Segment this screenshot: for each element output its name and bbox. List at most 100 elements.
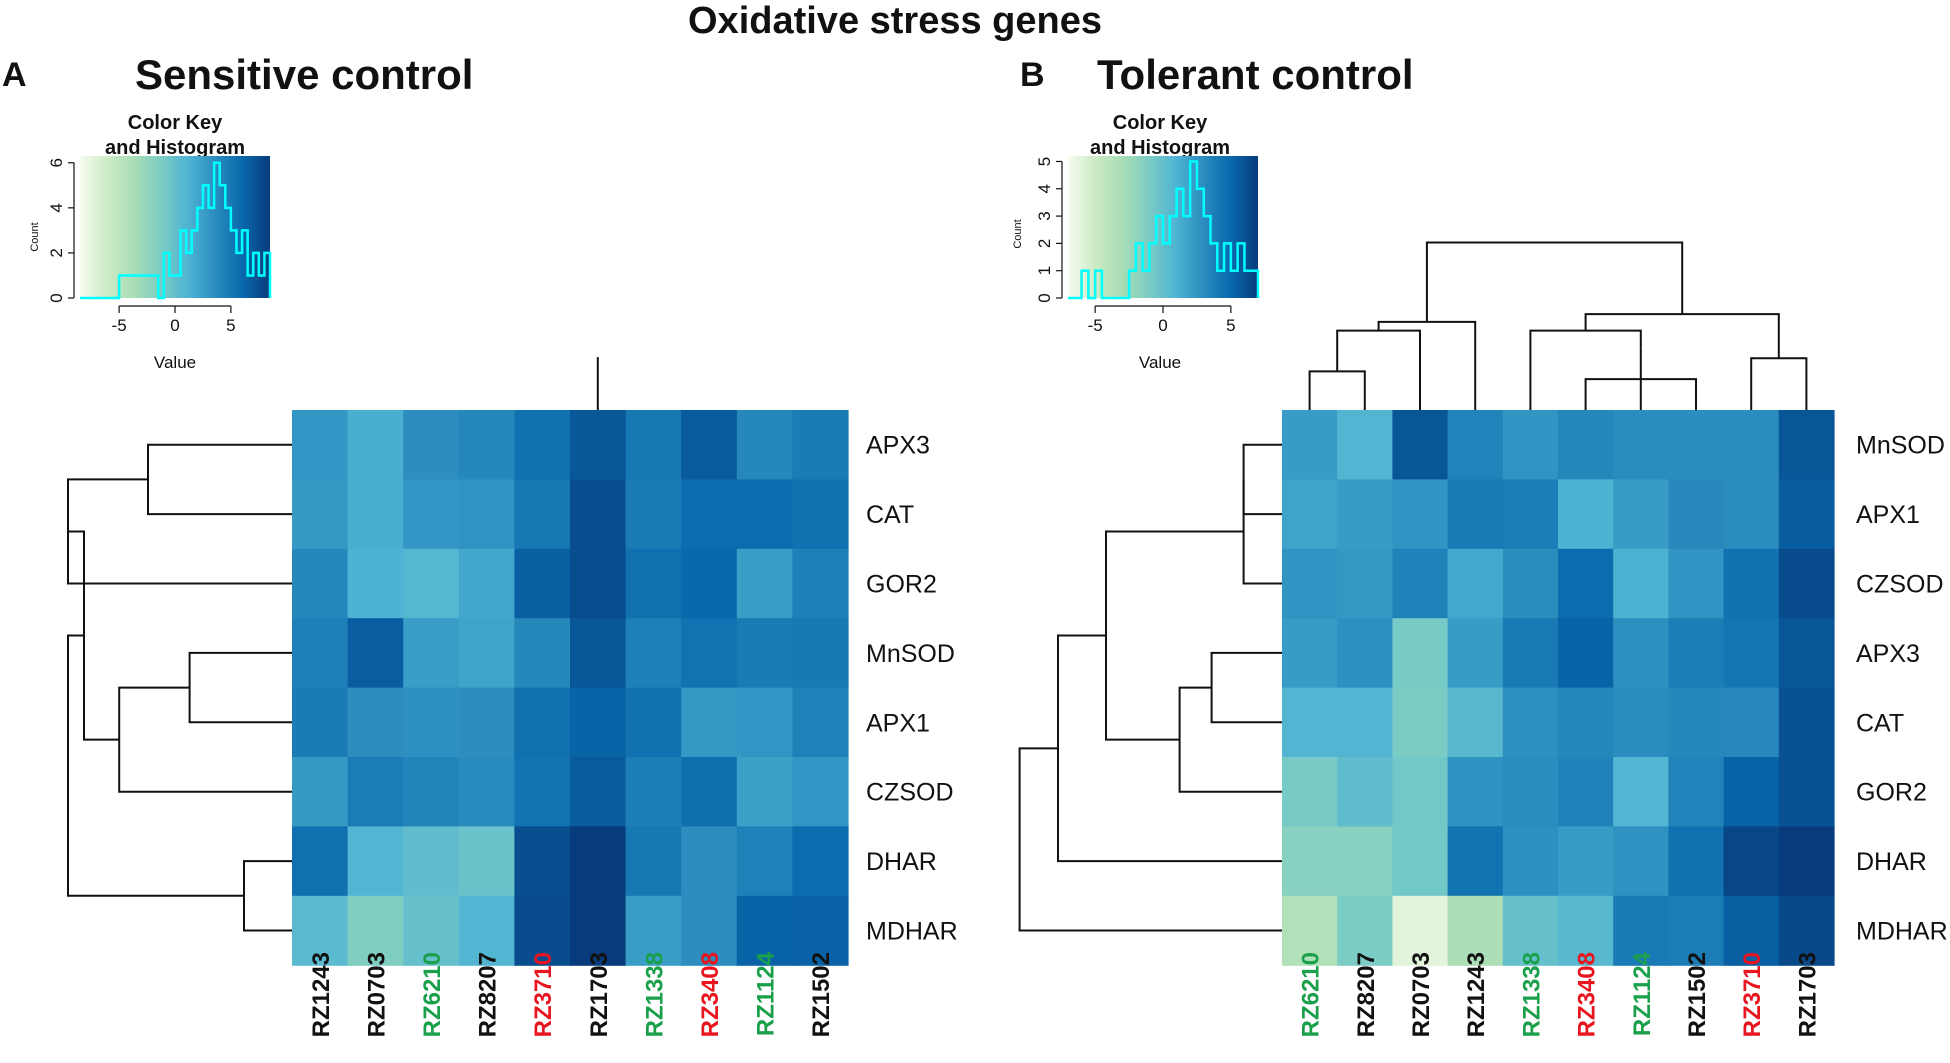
row-label: MnSOD — [866, 640, 955, 668]
column-dendrogram-branch — [1377, 320, 1477, 410]
heatmap-cell — [625, 687, 682, 758]
column-labels-a: RZ1243 RZ0703 RZ6210 RZ8207 RZ3710 RZ1703 RZ13… — [308, 951, 835, 1037]
color-key-x-tick-label: -5 — [112, 316, 127, 335]
heatmap-cell — [1668, 687, 1725, 758]
color-key-x-tick-label: 5 — [1226, 316, 1235, 335]
heatmap-cell — [1282, 618, 1338, 689]
heatmap-cell — [736, 895, 793, 966]
row-label: CZSOD — [866, 779, 954, 807]
heatmap-cell — [736, 757, 793, 827]
heatmap-cell — [625, 410, 682, 480]
heatmap-cell — [625, 895, 682, 966]
row-label: MDHAR — [1856, 918, 1948, 946]
heatmap-cell — [570, 410, 627, 480]
row-dendrogram-branch — [67, 478, 292, 585]
heatmap-cell — [1558, 826, 1614, 897]
column-label: RZ3710 — [530, 952, 557, 1037]
row-label: MDHAR — [866, 918, 958, 946]
heatmap-cell — [1392, 410, 1449, 480]
heatmap-cell — [736, 687, 793, 758]
heatmap-cell — [570, 618, 627, 689]
column-label: RZ8207 — [1353, 952, 1380, 1037]
heatmap-cell — [1282, 826, 1338, 897]
column-label: RZ1338 — [641, 952, 668, 1037]
column-dendrogram-branch — [1584, 313, 1780, 359]
heatmap-cell — [1447, 757, 1504, 827]
panel-b-letter: B — [1020, 56, 1045, 94]
heatmap-cell — [514, 757, 571, 827]
heatmap-cell — [625, 757, 682, 827]
color-key-x-tick-label: -5 — [1088, 316, 1103, 335]
heatmap-cell — [792, 618, 849, 689]
heatmap-cell — [514, 618, 571, 689]
color-key-x-tick-label: 0 — [170, 316, 179, 335]
heatmap-cell — [1558, 687, 1614, 758]
heatmap-cell — [1392, 757, 1449, 827]
heatmap-cell — [1337, 757, 1393, 827]
row-dendrogram-branch — [1242, 479, 1282, 585]
heatmap-cell — [292, 757, 349, 827]
heatmap-cell — [570, 548, 627, 619]
row-label: CAT — [1856, 709, 1904, 737]
heatmap-cell — [1502, 410, 1559, 480]
column-dendrogram-branch — [1750, 357, 1808, 410]
color-key-y-tick-label: 4 — [1035, 184, 1054, 193]
heatmap-cell — [1502, 757, 1559, 827]
heatmap-cell — [292, 895, 349, 966]
heatmap-cell — [1778, 548, 1835, 619]
heatmap-cell — [792, 757, 849, 827]
column-label: RZ1502 — [808, 952, 835, 1037]
heatmap-cell — [1337, 687, 1393, 758]
column-label: RZ1124 — [753, 951, 780, 1036]
heatmap-cell — [1282, 548, 1338, 619]
heatmap-cell — [1613, 895, 1669, 966]
heatmap-cell — [681, 687, 738, 758]
column-dendrogram-branch — [1308, 370, 1366, 410]
heatmap-cell — [1282, 757, 1338, 827]
column-label: RZ1243 — [1463, 952, 1490, 1037]
heatmap-cell — [1558, 410, 1614, 480]
heatmap-cell — [1447, 687, 1504, 758]
heatmap-cell — [1447, 410, 1504, 480]
heatmap-cell — [403, 895, 460, 966]
heatmap-cell — [514, 410, 571, 480]
color-key-subtitle-a: and Histogram — [105, 137, 245, 159]
heatmap-cell — [1337, 618, 1393, 689]
row-dendrogram-branch — [243, 860, 292, 932]
histogram-line — [1068, 160, 1260, 300]
heatmap-cell — [1502, 826, 1559, 897]
heatmap-cell — [1778, 895, 1835, 966]
heatmap-cell — [1558, 548, 1614, 619]
column-label: RZ8207 — [475, 952, 502, 1037]
heatmap-cell — [347, 479, 404, 550]
heatmap-cell — [1337, 895, 1393, 966]
color-key-y-tick-label: 0 — [1035, 293, 1054, 302]
heatmap-cell — [1613, 826, 1669, 897]
heatmap-cell — [403, 618, 460, 689]
heatmap-cell — [1558, 618, 1614, 689]
heatmap-cell — [792, 479, 849, 550]
color-key-title-b: Color Key — [1113, 112, 1208, 134]
heatmap-a — [292, 410, 849, 966]
row-dendrogram-branch — [188, 651, 292, 724]
heatmap-cell — [403, 757, 460, 827]
heatmap-cell — [625, 826, 682, 897]
heatmap-cell — [1282, 895, 1338, 966]
heatmap-cell — [1337, 479, 1393, 550]
heatmap-cell — [792, 826, 849, 897]
heatmap-cell — [1613, 618, 1669, 689]
heatmap-cell — [1502, 548, 1559, 619]
heatmap-cell — [347, 618, 404, 689]
row-dendrogram-branch — [1105, 530, 1244, 741]
color-key-y-tick-label: 5 — [1035, 157, 1054, 166]
histogram-line — [80, 161, 272, 300]
heatmap-cell — [1778, 618, 1835, 689]
heatmap-cell — [347, 826, 404, 897]
heatmap-cell — [458, 826, 515, 897]
row-dendrogram-branch — [67, 634, 244, 897]
heatmap-cell — [570, 826, 627, 897]
heatmap-cell — [347, 895, 404, 966]
color-key-y-tick-label: 3 — [1035, 211, 1054, 220]
heatmap-cell — [403, 687, 460, 758]
heatmap-cell — [1502, 618, 1559, 689]
